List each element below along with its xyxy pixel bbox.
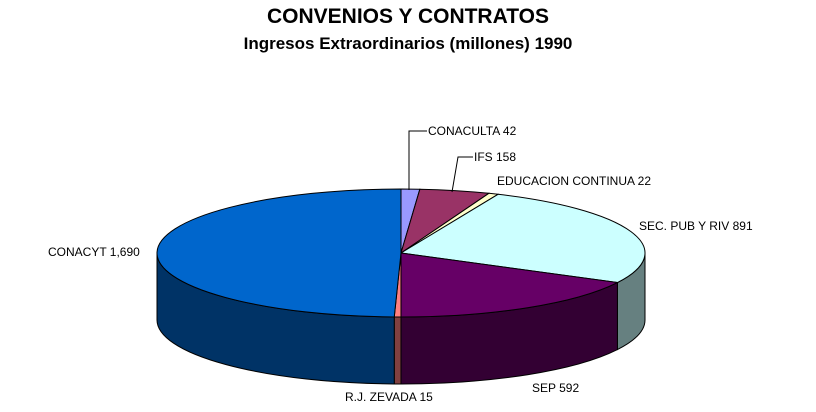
leader-line-conaculta (408, 130, 427, 190)
pie-leader-lines (408, 130, 473, 193)
pie-tops (156, 188, 646, 318)
leader-line-ifs (451, 156, 473, 193)
slice-label-sep: SEP 592 (532, 381, 579, 395)
slice-label-educacion-continua: EDUCACION CONTINUA 22 (497, 174, 651, 188)
slice-label-conacyt: CONACYT 1,690 (48, 245, 140, 259)
pie-slice-sec-pub-y-riv (399, 193, 646, 284)
pie-labels: CONACULTA 42 IFS 158 EDUCACION CONTINUA 22… (48, 124, 753, 404)
slice-label-ifs: IFS 158 (474, 150, 516, 164)
chart-subtitle: Ingresos Extraordinarios (millones) 1990 (243, 34, 573, 53)
pie-sides (156, 252, 646, 385)
slice-label-sec-pub-y-riv: SEC. PUB Y RIV 891 (639, 219, 753, 233)
chart-title: CONVENIOS Y CONTRATOS (267, 5, 549, 28)
pie-side-r-j-zevada (393, 316, 402, 385)
pie-slice-conacyt (156, 188, 402, 318)
slice-label-conaculta: CONACULTA 42 (428, 124, 517, 138)
slice-label-r-j-zevada: R.J. ZEVADA 15 (345, 390, 433, 404)
pie-slice-sep (400, 252, 620, 318)
